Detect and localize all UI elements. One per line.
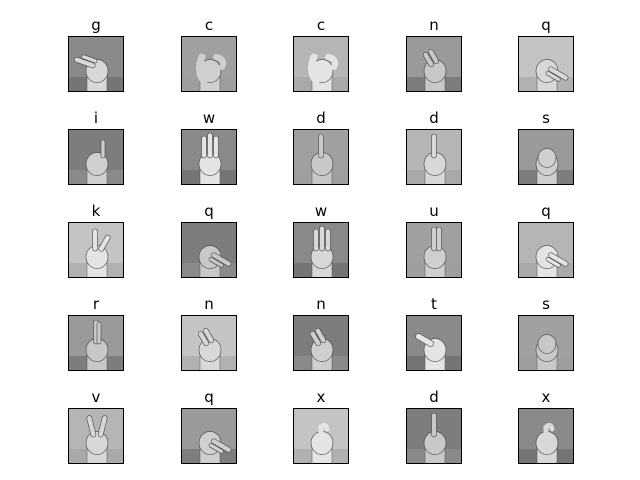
sign-image-cell: d bbox=[406, 388, 462, 464]
hand-sign-image bbox=[68, 36, 124, 92]
image-label: w bbox=[202, 109, 216, 127]
sign-image-cell: x bbox=[518, 388, 574, 464]
hand-sign-image bbox=[181, 408, 237, 464]
image-label: s bbox=[542, 295, 550, 313]
sign-image-cell: s bbox=[518, 109, 574, 185]
hand-sign-image bbox=[68, 222, 124, 278]
sign-image-cell: r bbox=[68, 295, 124, 371]
sign-image-cell: q bbox=[181, 388, 237, 464]
hand-sign-image bbox=[518, 315, 574, 371]
sign-image-cell: n bbox=[181, 295, 237, 371]
hand-sign-image bbox=[518, 408, 574, 464]
hand-sign-image bbox=[293, 408, 349, 464]
image-label: x bbox=[541, 388, 551, 406]
sign-image-cell: n bbox=[406, 16, 462, 92]
hand-sign-image bbox=[293, 36, 349, 92]
hand-sign-image bbox=[518, 129, 574, 185]
image-label: u bbox=[429, 202, 439, 220]
hand-sign-image bbox=[518, 36, 574, 92]
hand-sign-image bbox=[293, 222, 349, 278]
hand-sign-image bbox=[406, 315, 462, 371]
hand-sign-image bbox=[181, 129, 237, 185]
hand-sign-image bbox=[406, 36, 462, 92]
sign-image-cell: w bbox=[181, 109, 237, 185]
sign-image-cell: n bbox=[293, 295, 349, 371]
hand-sign-image bbox=[293, 129, 349, 185]
image-label: c bbox=[204, 16, 214, 34]
hand-sign-image bbox=[181, 315, 237, 371]
hand-sign-image bbox=[68, 408, 124, 464]
image-label: n bbox=[316, 295, 326, 313]
sign-image-cell: t bbox=[406, 295, 462, 371]
sign-image-cell: d bbox=[406, 109, 462, 185]
hand-sign-image bbox=[518, 222, 574, 278]
image-label: c bbox=[316, 16, 326, 34]
image-label: q bbox=[541, 16, 551, 34]
image-label: x bbox=[316, 388, 326, 406]
sign-image-cell: k bbox=[68, 202, 124, 278]
image-label: d bbox=[316, 109, 326, 127]
image-label: w bbox=[314, 202, 328, 220]
image-label: i bbox=[93, 109, 99, 127]
image-label: r bbox=[92, 295, 100, 313]
sign-image-cell: c bbox=[181, 16, 237, 92]
sign-image-cell: d bbox=[293, 109, 349, 185]
sign-image-cell: g bbox=[68, 16, 124, 92]
hand-sign-image bbox=[181, 222, 237, 278]
hand-sign-image bbox=[406, 222, 462, 278]
image-label: d bbox=[429, 388, 439, 406]
hand-sign-image bbox=[406, 129, 462, 185]
sign-image-cell: q bbox=[518, 16, 574, 92]
hand-sign-image bbox=[68, 315, 124, 371]
sign-image-cell: q bbox=[181, 202, 237, 278]
image-label: s bbox=[542, 109, 550, 127]
sign-image-cell: u bbox=[406, 202, 462, 278]
sign-image-cell: v bbox=[68, 388, 124, 464]
sign-image-cell: c bbox=[293, 16, 349, 92]
image-label: q bbox=[204, 202, 214, 220]
hand-sign-image bbox=[293, 315, 349, 371]
image-label: v bbox=[91, 388, 101, 406]
sign-image-cell: i bbox=[68, 109, 124, 185]
sign-image-cell: x bbox=[293, 388, 349, 464]
sign-image-cell: s bbox=[518, 295, 574, 371]
image-label: k bbox=[91, 202, 101, 220]
sign-image-cell: q bbox=[518, 202, 574, 278]
image-label: d bbox=[429, 109, 439, 127]
hand-sign-image bbox=[68, 129, 124, 185]
hand-sign-image bbox=[406, 408, 462, 464]
hand-sign-image bbox=[181, 36, 237, 92]
image-label: q bbox=[204, 388, 214, 406]
sign-image-cell: w bbox=[293, 202, 349, 278]
image-label: n bbox=[429, 16, 439, 34]
image-label: g bbox=[91, 16, 101, 34]
image-label: n bbox=[204, 295, 214, 313]
image-label: q bbox=[541, 202, 551, 220]
image-label: t bbox=[431, 295, 437, 313]
